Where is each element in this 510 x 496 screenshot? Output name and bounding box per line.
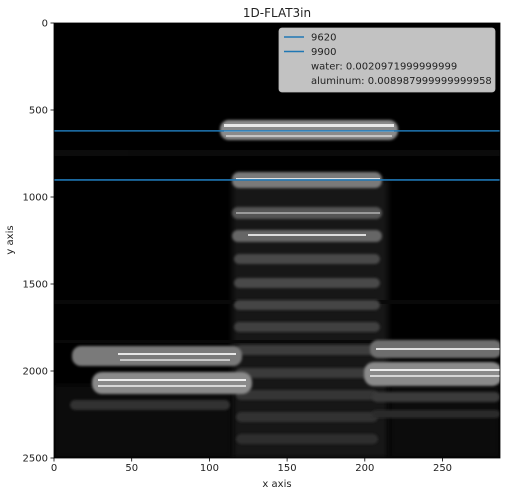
legend: 9620 9900 water: 0.0020971999999999 aluminu…	[278, 27, 496, 93]
x-tick-label: 200	[355, 463, 374, 474]
legend-box	[278, 27, 496, 93]
x-axis-label: x axis	[262, 479, 291, 490]
heatmap-bands-left	[70, 346, 252, 410]
heatmap-bands-right	[364, 340, 500, 418]
plot-area	[54, 23, 500, 458]
y-tick-label: 1500	[23, 280, 48, 291]
y-tick-label: 500	[29, 106, 48, 117]
plot-frame	[53, 22, 501, 459]
x-tick-label: 100	[200, 463, 219, 474]
y-tick-label: 0	[42, 19, 48, 30]
x-tick-label: 0	[51, 463, 57, 474]
y-axis-ticks: 0 500 1000 1500 2000 2500	[23, 19, 54, 465]
hline-series	[54, 130, 500, 181]
x-tick-label: 150	[278, 463, 297, 474]
legend-label: 9620	[311, 33, 336, 44]
y-axis-label: y axis	[5, 225, 16, 254]
chart-title: 1D-FLAT3in	[243, 6, 311, 20]
x-tick-label: 50	[125, 463, 138, 474]
legend-label: aluminum: 0.008987999999999958	[311, 76, 492, 87]
x-axis-ticks: 0 50 100 150 200 250	[51, 458, 452, 474]
legend-label: water: 0.0020971999999999	[311, 62, 457, 73]
y-tick-label: 1000	[23, 193, 48, 204]
legend-label: 9900	[311, 47, 336, 58]
y-tick-label: 2000	[23, 367, 48, 378]
heatmap-bands-central	[220, 120, 398, 444]
x-tick-label: 250	[433, 463, 452, 474]
y-tick-label: 2500	[23, 454, 48, 465]
